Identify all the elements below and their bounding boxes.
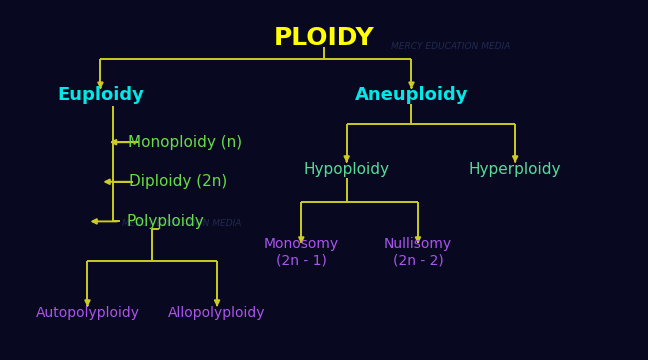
Text: Monoploidy (n): Monoploidy (n) (128, 135, 242, 150)
Text: PLOIDY: PLOIDY (273, 26, 375, 50)
Text: Euploidy: Euploidy (57, 86, 144, 104)
Text: Polyploidy: Polyploidy (126, 214, 204, 229)
Text: Hyperploidy: Hyperploidy (469, 162, 561, 177)
Text: Diploidy (2n): Diploidy (2n) (129, 174, 227, 189)
Text: Nullisomy
(2n - 2): Nullisomy (2n - 2) (384, 237, 452, 267)
Text: Monosomy
(2n - 1): Monosomy (2n - 1) (264, 237, 339, 267)
Text: MERCY EDUCATION MEDIA: MERCY EDUCATION MEDIA (391, 42, 510, 51)
Text: Aneuploidy: Aneuploidy (354, 86, 469, 104)
Text: Hypoploidy: Hypoploidy (304, 162, 389, 177)
Text: MERCY EDUCATION MEDIA: MERCY EDUCATION MEDIA (122, 219, 241, 228)
Text: Autopolyploidy: Autopolyploidy (36, 306, 139, 320)
Text: Allopolyploidy: Allopolyploidy (168, 306, 266, 320)
